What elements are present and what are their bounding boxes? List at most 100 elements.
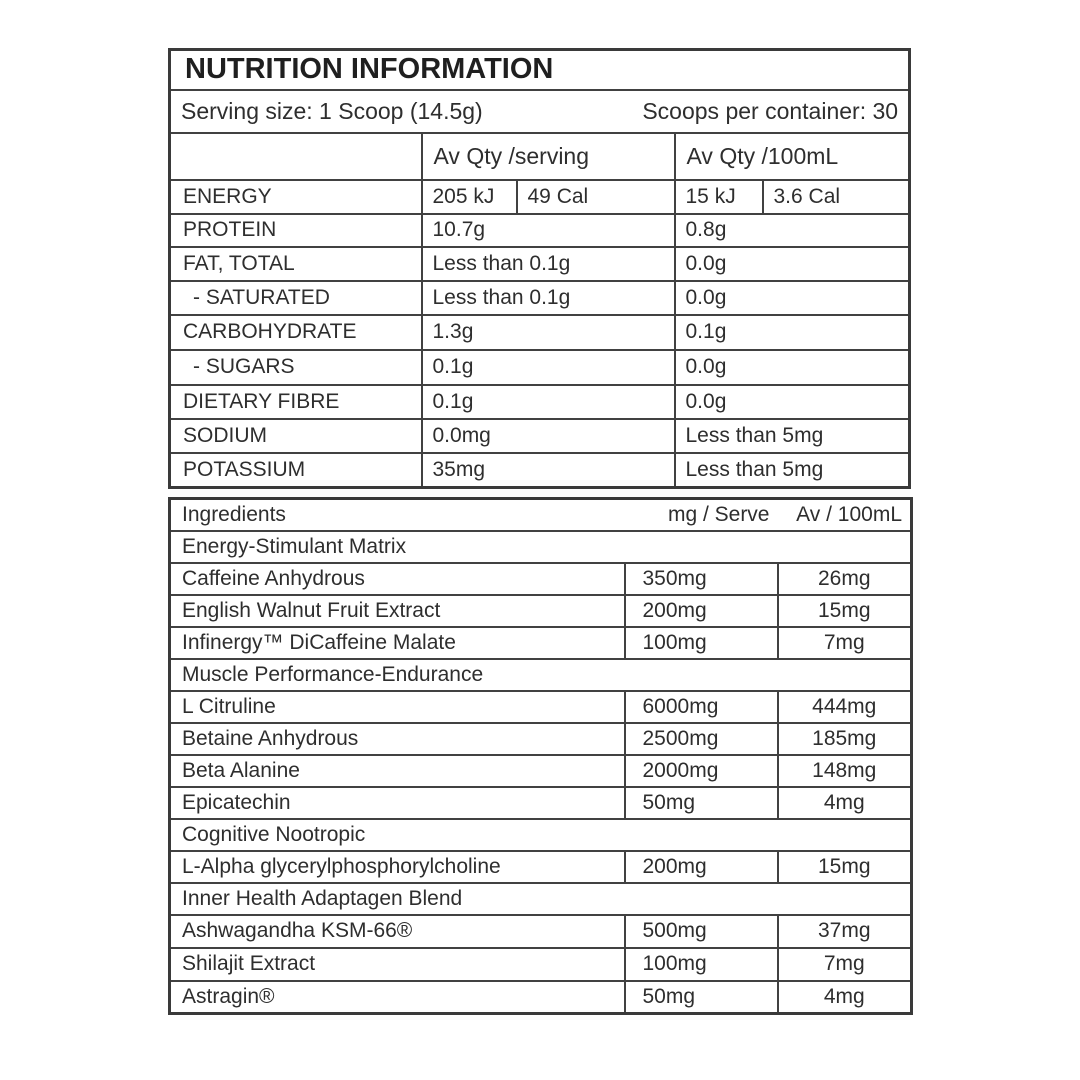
nutrient-value-100ml: 0.0g <box>673 348 911 386</box>
serving-size-text: Serving size: 1 Scoop (14.5g) <box>181 97 483 124</box>
ingredient-name: Beta Alanine <box>168 753 626 788</box>
ingredient-mg-serve: 200mg <box>623 593 779 628</box>
nutrient-value-serving: 0.0mg <box>420 417 676 454</box>
nutrient-name: - SUGARS <box>168 348 423 386</box>
ingredient-row: Caffeine Anhydrous 350mg 26mg <box>168 561 913 596</box>
nutrient-value-serving: 0.1g <box>420 383 676 420</box>
ingredient-mg-serve: 50mg <box>623 979 779 1015</box>
ingredient-mg-serve: 350mg <box>623 561 779 596</box>
nutrient-value-100ml: 0.0g <box>673 279 911 316</box>
nutrient-name: ENERGY <box>168 178 423 215</box>
nutrient-value-serving: 1.3g <box>420 313 676 351</box>
section-title: Cognitive Nootropic <box>168 817 913 852</box>
nutrient-row-dietary-fibre: DIETARY FIBRE 0.1g 0.0g <box>168 383 911 420</box>
ingredient-av-100ml: 15mg <box>776 593 913 628</box>
nutrient-value-100ml: 0.0g <box>673 383 911 420</box>
section-row: Energy-Stimulant Matrix <box>168 529 913 564</box>
nutrition-information-table: NUTRITION INFORMATION Serving size: 1 Sc… <box>168 48 912 489</box>
section-title: Muscle Performance-Endurance <box>168 657 913 692</box>
nutrient-name: - SATURATED <box>168 279 423 316</box>
ingredient-av-100ml: 7mg <box>776 625 913 660</box>
ingredient-av-100ml: 15mg <box>776 849 913 884</box>
nutrient-value-100ml: Less than 5mg <box>673 451 911 489</box>
ingredient-row: Shilajit Extract 100mg 7mg <box>168 946 913 982</box>
ingredient-name: Ashwagandha KSM-66® <box>168 913 626 949</box>
ingredient-av-100ml: 148mg <box>776 753 913 788</box>
ingredient-name: Shilajit Extract <box>168 946 626 982</box>
ingredient-name: Astragin® <box>168 979 626 1015</box>
ingredient-av-100ml: 26mg <box>776 561 913 596</box>
nutrient-value-100ml: 0.1g <box>673 313 911 351</box>
ingredient-row: Betaine Anhydrous 2500mg 185mg <box>168 721 913 756</box>
ingredient-row: Beta Alanine 2000mg 148mg <box>168 753 913 788</box>
nutrient-row-energy: ENERGY 205 kJ 49 Cal 15 kJ 3.6 Cal <box>168 178 911 215</box>
section-title: Energy-Stimulant Matrix <box>168 529 913 564</box>
section-title: Inner Health Adaptagen Blend <box>168 881 913 916</box>
ingredient-mg-serve: 200mg <box>623 849 779 884</box>
col-header-per-100ml: Av Qty /100mL <box>673 131 911 181</box>
scoops-per-container-text: Scoops per container: 30 <box>642 97 899 124</box>
nutrient-value-100ml: 0.8g <box>673 212 911 248</box>
nutrient-row-saturated: - SATURATED Less than 0.1g 0.0g <box>168 279 911 316</box>
ingredient-mg-serve: 6000mg <box>623 689 779 724</box>
ingredient-row: Infinergy™ DiCaffeine Malate 100mg 7mg <box>168 625 913 660</box>
ingredient-name: L-Alpha glycerylphosphorylcholine <box>168 849 626 884</box>
ingredients-table: Ingredients mg / Serve Av / 100mL Energy… <box>168 497 913 1015</box>
ingredient-av-100ml: 7mg <box>776 946 913 982</box>
nutrient-name: DIETARY FIBRE <box>168 383 423 420</box>
nutrient-value-serving: 0.1g <box>420 348 676 386</box>
ingredient-row: Astragin® 50mg 4mg <box>168 979 913 1015</box>
nutrient-value-100ml: 0.0g <box>673 245 911 282</box>
empty-header-cell <box>168 131 423 181</box>
nutrient-row-fat-total: FAT, TOTAL Less than 0.1g 0.0g <box>168 245 911 282</box>
nutrient-value-100ml: Less than 5mg <box>673 417 911 454</box>
title-row: NUTRITION INFORMATION <box>168 48 911 91</box>
ingredient-row: Epicatechin 50mg 4mg <box>168 785 913 820</box>
ingredient-mg-serve: 2500mg <box>623 721 779 756</box>
ingredient-mg-serve: 500mg <box>623 913 779 949</box>
energy-serving-cal: 49 Cal <box>515 178 676 215</box>
ingredients-header-label: Ingredients <box>168 497 626 532</box>
nutrient-row-carbohydrate: CARBOHYDRATE 1.3g 0.1g <box>168 313 911 351</box>
section-row: Inner Health Adaptagen Blend <box>168 881 913 916</box>
ingredient-name: English Walnut Fruit Extract <box>168 593 626 628</box>
ingredient-row: Ashwagandha KSM-66® 500mg 37mg <box>168 913 913 949</box>
col-header-per-serving: Av Qty /serving <box>420 131 676 181</box>
nutrient-name: SODIUM <box>168 417 423 454</box>
ingredients-header-row: Ingredients mg / Serve Av / 100mL <box>168 497 913 532</box>
nutrient-row-sodium: SODIUM 0.0mg Less than 5mg <box>168 417 911 454</box>
nutrient-row-protein: PROTEIN 10.7g 0.8g <box>168 212 911 248</box>
ingredient-name: Epicatechin <box>168 785 626 820</box>
nutrient-name: CARBOHYDRATE <box>168 313 423 351</box>
nutrient-value-serving: 35mg <box>420 451 676 489</box>
ingredient-mg-serve: 100mg <box>623 946 779 982</box>
ingredient-mg-serve: 2000mg <box>623 753 779 788</box>
header-av-per-100ml: Av / 100mL <box>777 497 913 532</box>
energy-serving-kj: 205 kJ <box>420 178 518 215</box>
ingredient-name: Betaine Anhydrous <box>168 721 626 756</box>
ingredient-name: Caffeine Anhydrous <box>168 561 626 596</box>
ingredient-av-100ml: 185mg <box>776 721 913 756</box>
ingredient-av-100ml: 444mg <box>776 689 913 724</box>
ingredient-av-100ml: 4mg <box>776 785 913 820</box>
ingredient-av-100ml: 4mg <box>776 979 913 1015</box>
section-row: Muscle Performance-Endurance <box>168 657 913 692</box>
ingredient-mg-serve: 100mg <box>623 625 779 660</box>
energy-100ml-cal: 3.6 Cal <box>761 178 911 215</box>
nutrient-name: FAT, TOTAL <box>168 245 423 282</box>
section-row: Cognitive Nootropic <box>168 817 913 852</box>
nutrient-value-serving: Less than 0.1g <box>420 279 676 316</box>
ingredient-name: Infinergy™ DiCaffeine Malate <box>168 625 626 660</box>
ingredient-mg-serve: 50mg <box>623 785 779 820</box>
nutrient-row-potassium: POTASSIUM 35mg Less than 5mg <box>168 451 911 489</box>
panel-title: NUTRITION INFORMATION <box>168 48 911 91</box>
nutrient-value-serving: 10.7g <box>420 212 676 248</box>
energy-100ml-kj: 15 kJ <box>673 178 764 215</box>
ingredient-name: L Citruline <box>168 689 626 724</box>
header-mg-per-serve: mg / Serve <box>624 497 779 532</box>
nutrient-name: PROTEIN <box>168 212 423 248</box>
nutrient-row-sugars: - SUGARS 0.1g 0.0g <box>168 348 911 386</box>
serving-row: Serving size: 1 Scoop (14.5g) Scoops per… <box>168 88 911 134</box>
ingredient-row: L Citruline 6000mg 444mg <box>168 689 913 724</box>
